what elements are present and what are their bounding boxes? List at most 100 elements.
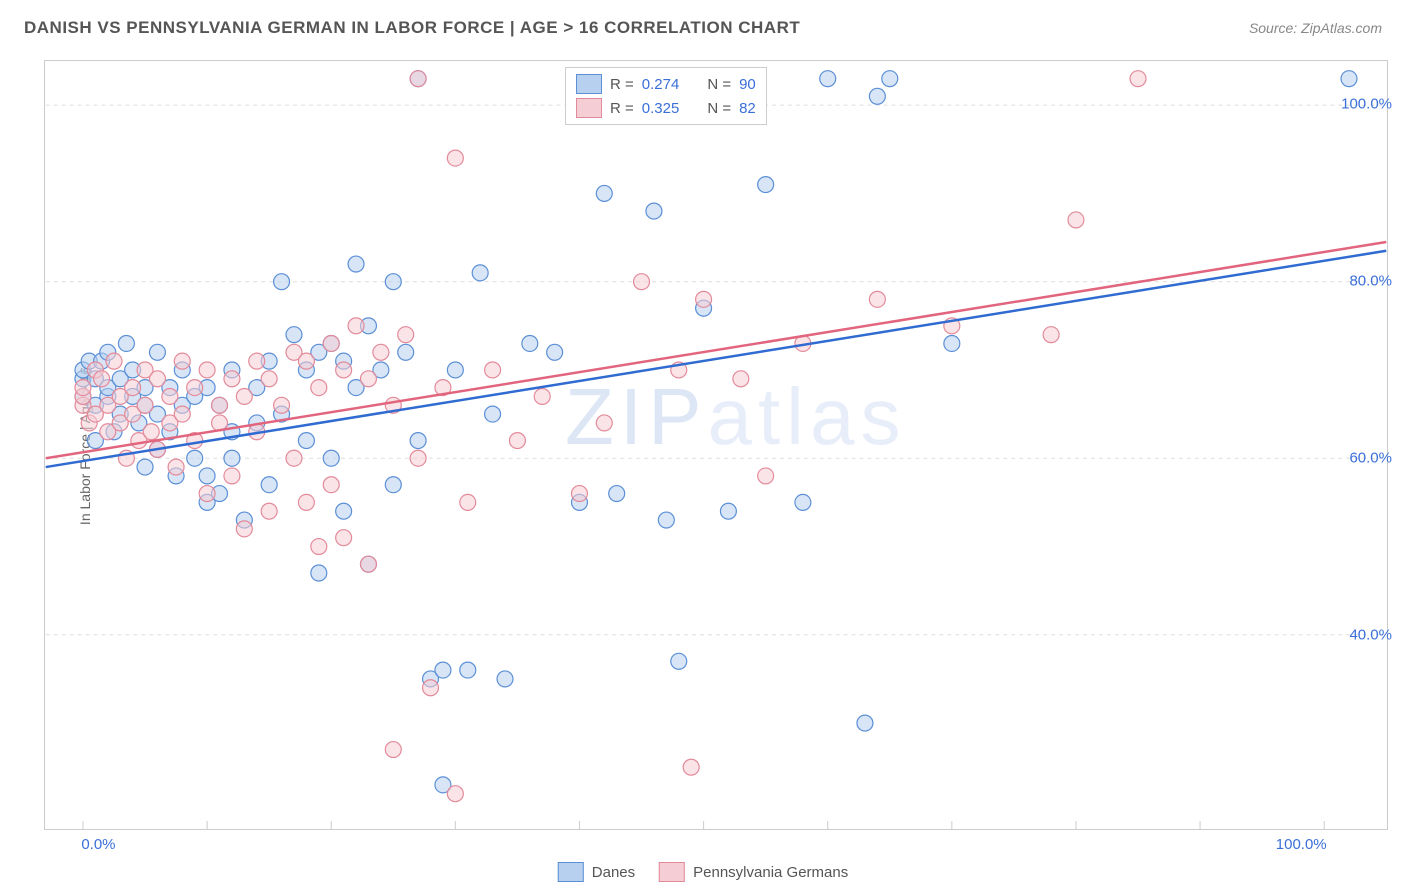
scatter-point xyxy=(311,539,327,555)
scatter-point xyxy=(274,397,290,413)
r-label: R = xyxy=(610,100,634,117)
scatter-point xyxy=(447,362,463,378)
scatter-point xyxy=(609,486,625,502)
scatter-point xyxy=(274,274,290,290)
n-label: N = xyxy=(707,76,731,93)
scatter-point xyxy=(261,503,277,519)
scatter-point xyxy=(336,503,352,519)
scatter-point xyxy=(758,177,774,193)
x-tick-label: 100.0% xyxy=(1276,836,1327,853)
scatter-point xyxy=(882,71,898,87)
scatter-point xyxy=(162,388,178,404)
chart-header: DANISH VS PENNSYLVANIA GERMAN IN LABOR F… xyxy=(24,18,1382,38)
scatter-point xyxy=(671,653,687,669)
legend-item-danes: Danes xyxy=(558,862,635,882)
scatter-point xyxy=(571,486,587,502)
scatter-point xyxy=(820,71,836,87)
scatter-point xyxy=(944,336,960,352)
scatter-point xyxy=(187,450,203,466)
scatter-point xyxy=(224,371,240,387)
scatter-point xyxy=(509,433,525,449)
y-tick-label: 60.0% xyxy=(1349,450,1392,467)
scatter-point xyxy=(348,318,364,334)
scatter-point xyxy=(143,424,159,440)
source-attribution: Source: ZipAtlas.com xyxy=(1249,20,1382,36)
scatter-point xyxy=(534,388,550,404)
trend-line xyxy=(46,251,1387,467)
scatter-point xyxy=(385,274,401,290)
scatter-point xyxy=(522,336,538,352)
scatter-point xyxy=(323,450,339,466)
scatter-point xyxy=(485,406,501,422)
scatter-point xyxy=(410,433,426,449)
scatter-point xyxy=(485,362,501,378)
swatch-icon xyxy=(576,74,602,94)
scatter-point xyxy=(733,371,749,387)
scatter-point xyxy=(137,397,153,413)
plot-area: ZIPatlas R =0.274N =90R =0.325N =82 xyxy=(44,60,1388,830)
scatter-point xyxy=(261,371,277,387)
scatter-point xyxy=(634,274,650,290)
scatter-point xyxy=(118,336,134,352)
scatter-point xyxy=(720,503,736,519)
scatter-point xyxy=(1341,71,1357,87)
scatter-point xyxy=(187,380,203,396)
x-tick-label: 0.0% xyxy=(81,836,115,853)
scatter-point xyxy=(348,256,364,272)
r-label: R = xyxy=(610,76,634,93)
series-legend: Danes Pennsylvania Germans xyxy=(558,862,848,882)
scatter-point xyxy=(212,397,228,413)
scatter-point xyxy=(547,344,563,360)
scatter-point xyxy=(460,494,476,510)
scatter-point xyxy=(596,415,612,431)
y-tick-label: 80.0% xyxy=(1349,273,1392,290)
scatter-point xyxy=(94,371,110,387)
scatter-point xyxy=(298,494,314,510)
scatter-point xyxy=(199,486,215,502)
correlation-legend: R =0.274N =90R =0.325N =82 xyxy=(565,67,767,125)
scatter-point xyxy=(323,477,339,493)
scatter-point xyxy=(137,459,153,475)
scatter-point xyxy=(472,265,488,281)
legend-stat-row: R =0.325N =82 xyxy=(576,96,756,120)
scatter-point xyxy=(795,494,811,510)
scatter-point xyxy=(1068,212,1084,228)
scatter-point xyxy=(435,662,451,678)
scatter-point xyxy=(869,88,885,104)
scatter-point xyxy=(311,565,327,581)
scatter-point xyxy=(410,450,426,466)
y-tick-label: 100.0% xyxy=(1341,96,1392,113)
scatter-point xyxy=(236,388,252,404)
scatter-point xyxy=(1130,71,1146,87)
scatter-point xyxy=(174,353,190,369)
scatter-point xyxy=(149,371,165,387)
legend-label-pagermans: Pennsylvania Germans xyxy=(693,864,848,881)
scatter-point xyxy=(447,150,463,166)
scatter-point xyxy=(1043,327,1059,343)
swatch-icon xyxy=(576,98,602,118)
scatter-point xyxy=(336,530,352,546)
scatter-point xyxy=(398,344,414,360)
swatch-danes xyxy=(558,862,584,882)
scatter-point xyxy=(286,327,302,343)
trend-line xyxy=(46,242,1387,458)
legend-stat-row: R =0.274N =90 xyxy=(576,72,756,96)
swatch-pagermans xyxy=(659,862,685,882)
scatter-point xyxy=(658,512,674,528)
scatter-point xyxy=(261,477,277,493)
scatter-svg xyxy=(45,61,1387,829)
r-value: 0.274 xyxy=(642,76,680,93)
scatter-point xyxy=(323,336,339,352)
scatter-point xyxy=(174,406,190,422)
scatter-point xyxy=(199,362,215,378)
scatter-point xyxy=(497,671,513,687)
scatter-point xyxy=(460,662,476,678)
scatter-point xyxy=(199,468,215,484)
scatter-point xyxy=(360,371,376,387)
scatter-point xyxy=(373,344,389,360)
scatter-point xyxy=(385,477,401,493)
n-value: 82 xyxy=(739,100,756,117)
scatter-point xyxy=(398,327,414,343)
scatter-point xyxy=(149,344,165,360)
scatter-point xyxy=(336,362,352,378)
